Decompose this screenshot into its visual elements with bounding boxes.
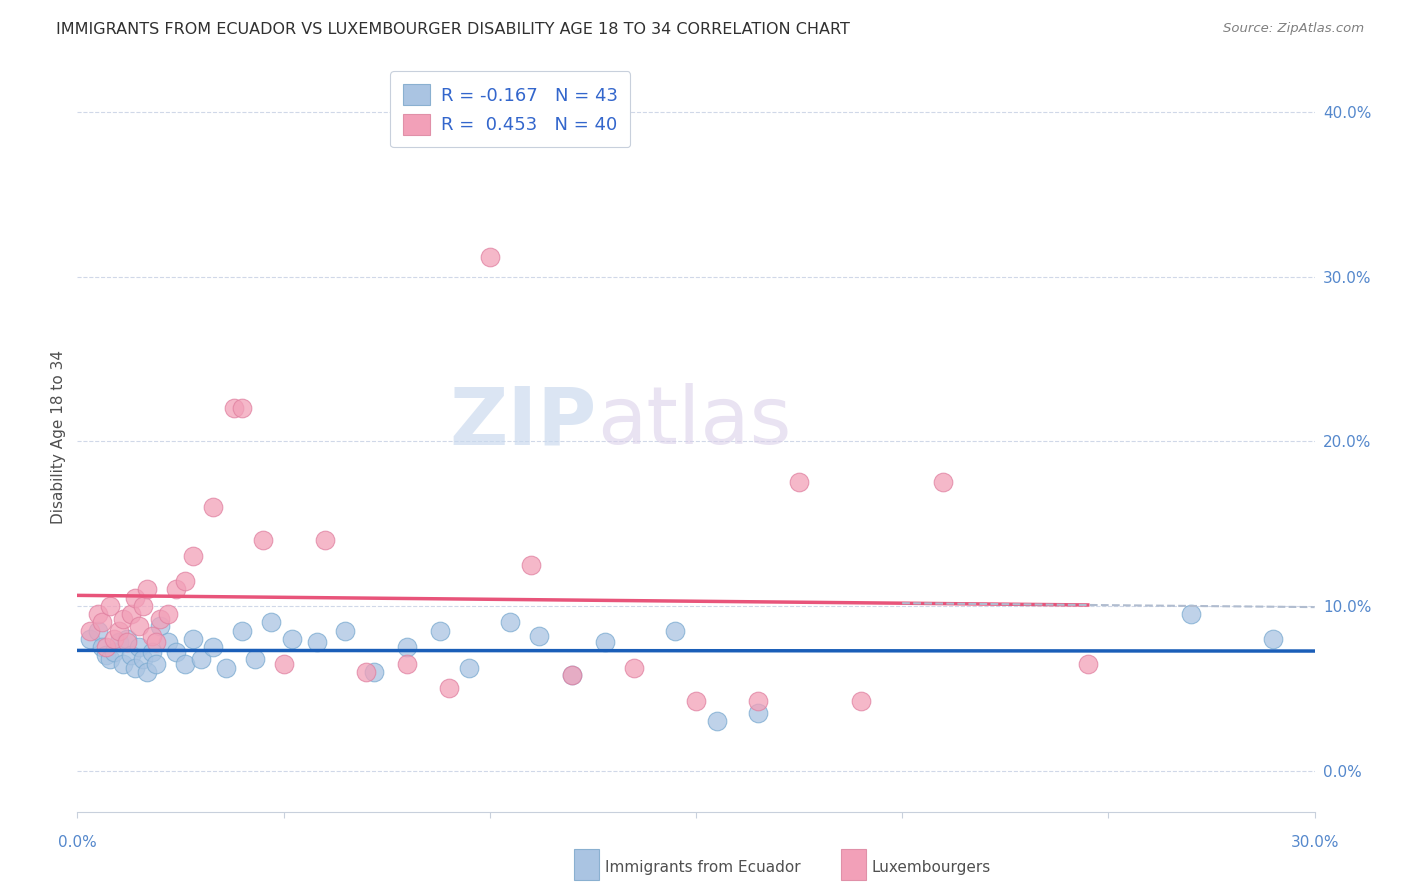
Point <box>231 401 253 416</box>
Point <box>354 665 377 679</box>
Point <box>124 591 146 605</box>
Point <box>157 607 180 621</box>
Point <box>120 648 142 663</box>
Point <box>120 607 142 621</box>
Text: 0.0%: 0.0% <box>58 836 97 850</box>
Point <box>115 632 138 646</box>
Point <box>335 624 357 638</box>
Point <box>87 607 110 621</box>
Point <box>145 657 167 671</box>
Point <box>273 657 295 671</box>
Point <box>363 665 385 679</box>
Point <box>141 628 163 642</box>
Point <box>173 657 195 671</box>
Point <box>252 533 274 547</box>
Point <box>165 645 187 659</box>
Point <box>132 599 155 613</box>
Point <box>91 640 114 654</box>
Point <box>98 651 121 665</box>
Point <box>747 706 769 720</box>
Point <box>1077 657 1099 671</box>
Point <box>149 612 172 626</box>
Text: ZIP: ZIP <box>450 383 598 461</box>
Point <box>181 632 204 646</box>
Point <box>202 500 225 514</box>
Point <box>91 615 114 630</box>
Point <box>98 599 121 613</box>
Point <box>87 624 110 638</box>
Point <box>458 661 481 675</box>
Point <box>115 635 138 649</box>
Point <box>499 615 522 630</box>
Text: Source: ZipAtlas.com: Source: ZipAtlas.com <box>1223 22 1364 36</box>
Point <box>664 624 686 638</box>
Point <box>141 645 163 659</box>
Point <box>222 401 245 416</box>
Text: 30.0%: 30.0% <box>1291 836 1339 850</box>
Point <box>429 624 451 638</box>
Bar <box>574 848 599 880</box>
Point <box>202 640 225 654</box>
Point <box>231 624 253 638</box>
Point <box>593 635 616 649</box>
Point <box>747 694 769 708</box>
Point <box>305 635 328 649</box>
Text: IMMIGRANTS FROM ECUADOR VS LUXEMBOURGER DISABILITY AGE 18 TO 34 CORRELATION CHAR: IMMIGRANTS FROM ECUADOR VS LUXEMBOURGER … <box>56 22 851 37</box>
Point <box>111 657 134 671</box>
Point <box>478 250 501 264</box>
Point <box>215 661 238 675</box>
Bar <box>841 848 866 880</box>
Point <box>396 657 419 671</box>
Point <box>561 668 583 682</box>
Point <box>396 640 419 654</box>
Text: atlas: atlas <box>598 383 792 461</box>
Point <box>136 582 159 597</box>
Point <box>136 665 159 679</box>
Point <box>623 661 645 675</box>
Point <box>1180 607 1202 621</box>
Point <box>932 475 955 490</box>
Point <box>128 618 150 632</box>
Point <box>173 574 195 589</box>
Point <box>103 632 125 646</box>
Point <box>685 694 707 708</box>
Point <box>190 651 212 665</box>
Text: Luxembourgers: Luxembourgers <box>872 860 991 874</box>
Point <box>561 668 583 682</box>
Point <box>132 651 155 665</box>
Point <box>79 632 101 646</box>
Point <box>96 640 118 654</box>
Point <box>787 475 810 490</box>
Point <box>79 624 101 638</box>
Point <box>157 635 180 649</box>
Point <box>706 714 728 728</box>
Point <box>437 681 460 696</box>
Point <box>124 661 146 675</box>
Point <box>243 651 266 665</box>
Point <box>181 549 204 564</box>
Point <box>520 558 543 572</box>
Point <box>111 612 134 626</box>
Point <box>128 640 150 654</box>
Point <box>281 632 304 646</box>
Point <box>107 635 129 649</box>
Point <box>107 624 129 638</box>
Point <box>165 582 187 597</box>
Point <box>849 694 872 708</box>
Point <box>314 533 336 547</box>
Legend: R = -0.167   N = 43, R =  0.453   N = 40: R = -0.167 N = 43, R = 0.453 N = 40 <box>391 71 630 147</box>
Point <box>529 628 551 642</box>
Point <box>1263 632 1285 646</box>
Point <box>149 618 172 632</box>
Point <box>260 615 283 630</box>
Point <box>103 645 125 659</box>
Y-axis label: Disability Age 18 to 34: Disability Age 18 to 34 <box>51 350 66 524</box>
Text: Immigrants from Ecuador: Immigrants from Ecuador <box>605 860 800 874</box>
Point <box>96 648 118 663</box>
Point <box>145 635 167 649</box>
